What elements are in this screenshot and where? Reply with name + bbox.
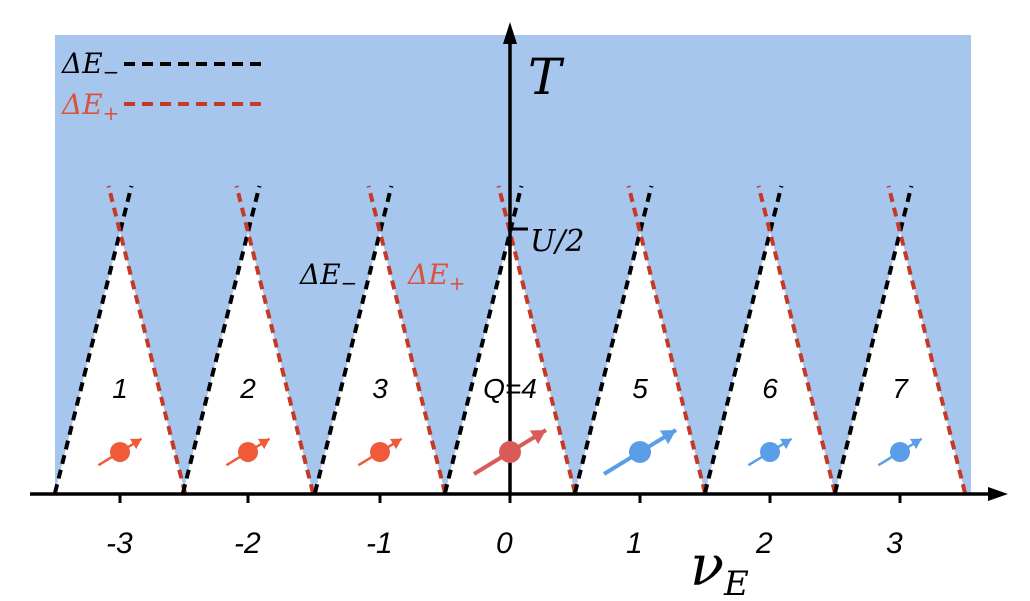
delta-e-plus-line [886,185,967,494]
delta-e-minus-line [181,185,262,494]
spin-dot [110,442,130,462]
spin-dot [760,442,780,462]
legend-plus-sub: + [103,101,120,125]
x-ticks: -3 -2 -1 0 1 2 3 [106,493,903,560]
spin-dot [499,441,521,463]
u-half-label: U/2 [530,224,584,259]
delta-e-minus-line [703,185,784,494]
delta-e-minus-line [833,185,914,494]
spin-dot [370,442,390,462]
x-tick-label: 1 [626,527,643,560]
x-tick-label: 3 [886,527,903,560]
x-axis-arrowhead [988,487,1008,501]
cone-fill [705,232,835,493]
x-tick-label: 2 [755,527,773,560]
charge-label: 5 [632,373,648,404]
spin-arrowhead [257,438,270,450]
cone-fill [835,232,965,493]
spins [97,428,923,476]
x-tick-label: -2 [234,527,261,560]
spin-arrowhead [389,438,402,450]
spin-dot [890,442,910,462]
delta-e-minus-line [53,185,134,494]
spin-arrowhead [779,438,792,450]
inline-plus-main: ΔE [407,258,449,291]
x-tick-label: 0 [496,527,513,560]
inline-plus-sub: + [449,271,466,295]
delta-e-plus-line [756,185,837,494]
cone-fill [55,232,185,493]
cone-fill [315,232,445,493]
spin-marker [97,437,143,467]
x-axis-label-sub: E [723,564,749,601]
spin-marker [357,437,403,467]
t-axis-arrowhead [503,22,517,44]
spin-arrowhead [659,430,676,445]
legend-plus-label: ΔE+ [61,88,119,125]
x-tick-label: -3 [106,527,133,560]
charge-label: 3 [372,373,388,404]
t-axis-label: T [528,48,565,106]
x-tick-label: -1 [366,527,393,560]
delta-e-minus-line [313,185,394,494]
charge-label: Q=4 [483,373,537,404]
spin-marker [602,428,678,476]
legend-minus-sub: − [103,60,120,84]
legend: ΔE− ΔE+ [61,47,262,125]
legend-minus-label: ΔE− [61,47,119,84]
inline-minus-main: ΔE [299,258,341,291]
charge-label: 2 [239,373,256,404]
cone-fill [183,232,313,493]
spin-arrowhead [909,438,922,450]
inline-minus-sub: − [341,271,358,295]
spin-marker [877,437,923,467]
cone-boundaries [53,185,967,494]
delta-e-plus-line [106,185,187,494]
delta-e-plus-line [366,185,447,494]
spin-marker [225,437,271,467]
x-axis-label: νE [690,534,749,601]
legend-minus-main: ΔE [61,47,103,80]
x-axis-label-main: ν [690,534,724,599]
spin-dot [629,441,651,463]
charge-label: 6 [762,373,778,404]
inline-minus-label: ΔE− [299,258,357,295]
delta-e-plus-line [626,185,707,494]
inline-plus-label: ΔE+ [407,258,465,295]
spin-marker [472,428,548,476]
delta-e-plus-line [234,185,315,494]
delta-e-minus-line [573,185,654,494]
cone-fill [575,232,705,493]
spin-dot [238,442,258,462]
cone-labels: 1 2 3 Q=4 5 6 7 [112,373,909,404]
legend-plus-main: ΔE [61,88,103,121]
spin-arrowhead [529,430,546,445]
charge-label: 7 [892,373,909,404]
spin-arrowhead [129,438,142,450]
charge-label: 1 [112,373,128,404]
spin-marker [747,437,793,467]
